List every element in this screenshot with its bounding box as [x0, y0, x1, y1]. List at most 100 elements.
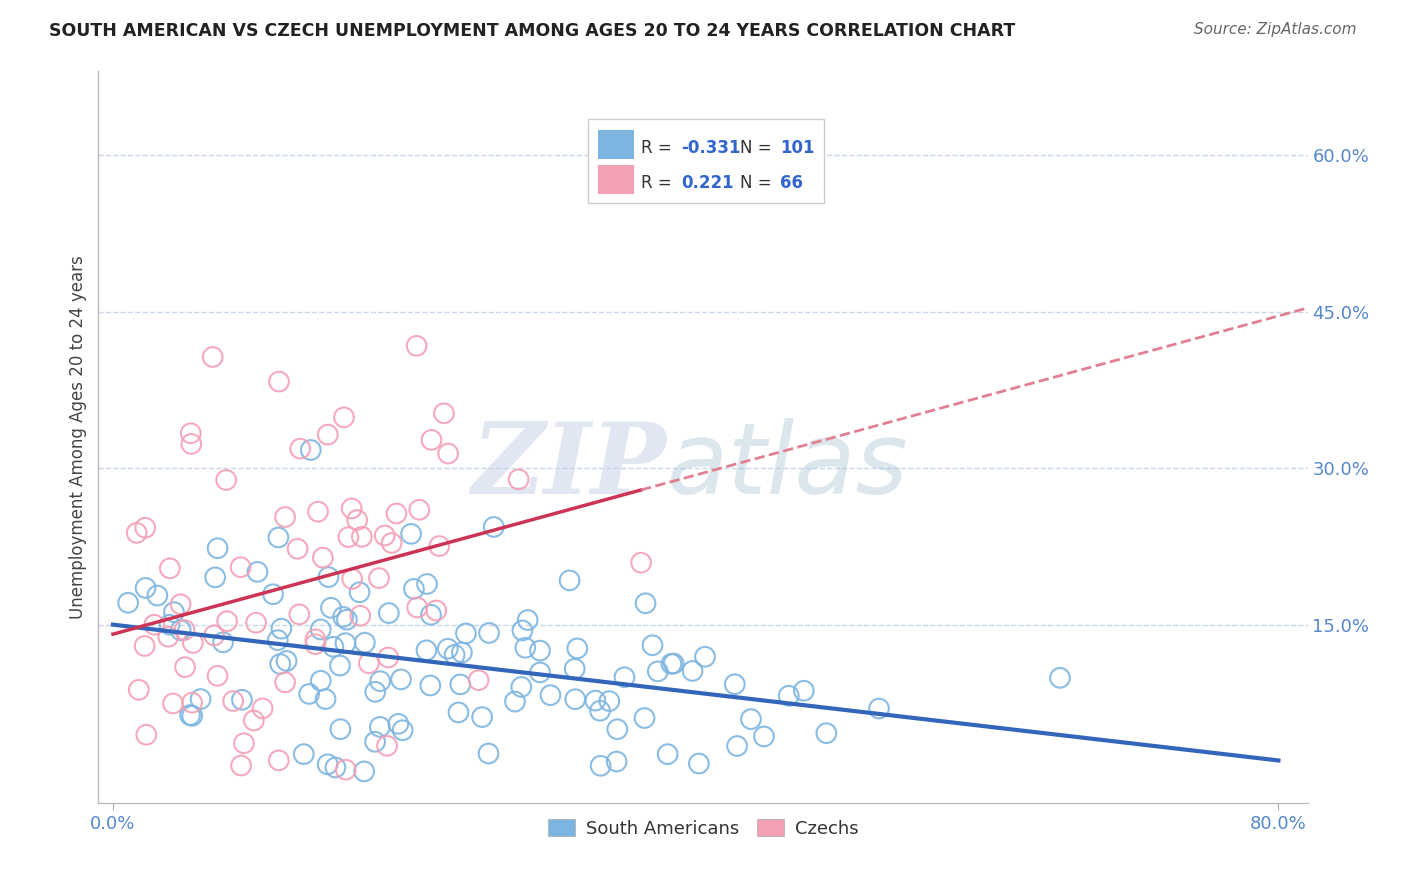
Point [252, 701, 274, 715]
Point [613, 670, 636, 684]
Point [443, 648, 465, 662]
Point [276, 654, 298, 668]
Point [179, 708, 201, 723]
FancyBboxPatch shape [598, 130, 634, 159]
Point [181, 696, 204, 710]
Point [288, 607, 311, 622]
Point [508, 472, 530, 486]
Point [868, 701, 890, 715]
Point [364, 735, 387, 749]
Point [778, 689, 800, 703]
Point [752, 730, 775, 744]
Text: atlas: atlas [666, 417, 908, 515]
Point [467, 673, 489, 688]
Point [128, 682, 150, 697]
Point [375, 739, 398, 753]
Point [385, 507, 408, 521]
Point [402, 582, 425, 596]
Point [405, 339, 427, 353]
Point [662, 657, 685, 671]
Point [204, 570, 226, 584]
Point [267, 375, 290, 389]
Point [437, 446, 460, 460]
Point [815, 726, 838, 740]
Point [478, 626, 501, 640]
Point [309, 623, 332, 637]
Point [515, 640, 537, 655]
Point [482, 520, 505, 534]
Point [325, 760, 347, 774]
Point [315, 692, 337, 706]
Point [162, 697, 184, 711]
Point [243, 714, 266, 728]
Point [634, 596, 657, 610]
Point [510, 680, 533, 694]
Point [307, 505, 329, 519]
Point [512, 624, 534, 638]
FancyBboxPatch shape [588, 119, 824, 203]
Point [298, 687, 321, 701]
Point [267, 753, 290, 767]
Point [262, 587, 284, 601]
Point [232, 736, 254, 750]
Text: 0.221: 0.221 [682, 174, 734, 193]
Point [641, 638, 664, 652]
Point [274, 675, 297, 690]
Point [246, 565, 269, 579]
Point [174, 660, 197, 674]
Point [349, 608, 371, 623]
Point [335, 636, 357, 650]
Point [134, 521, 156, 535]
Text: R =: R = [641, 174, 678, 193]
Point [229, 758, 252, 772]
Text: -0.331: -0.331 [682, 139, 741, 157]
Point [337, 530, 360, 544]
Point [449, 677, 471, 691]
Point [336, 613, 359, 627]
Point [163, 605, 186, 619]
Point [793, 683, 815, 698]
Point [332, 610, 354, 624]
Point [181, 636, 204, 650]
Point [287, 541, 309, 556]
Y-axis label: Unemployment Among Ages 20 to 24 years: Unemployment Among Ages 20 to 24 years [69, 255, 87, 619]
Point [368, 720, 391, 734]
Point [299, 442, 322, 457]
Point [134, 639, 156, 653]
Text: Source: ZipAtlas.com: Source: ZipAtlas.com [1194, 22, 1357, 37]
Point [682, 664, 704, 678]
FancyBboxPatch shape [598, 165, 634, 194]
Point [419, 678, 441, 692]
Point [304, 632, 326, 647]
Point [589, 704, 612, 718]
Point [399, 527, 422, 541]
Point [564, 662, 586, 676]
Point [173, 623, 195, 637]
Point [267, 531, 290, 545]
Point [170, 624, 193, 638]
Text: SOUTH AMERICAN VS CZECH UNEMPLOYMENT AMONG AGES 20 TO 24 YEARS CORRELATION CHART: SOUTH AMERICAN VS CZECH UNEMPLOYMENT AMO… [49, 22, 1015, 40]
Point [353, 764, 375, 779]
Point [589, 758, 612, 772]
Point [447, 706, 470, 720]
Point [606, 755, 628, 769]
Point [217, 614, 239, 628]
Point [329, 722, 352, 736]
Point [146, 589, 169, 603]
Point [503, 695, 526, 709]
Point [564, 692, 586, 706]
Point [420, 433, 443, 447]
Point [598, 694, 620, 708]
Point [408, 502, 430, 516]
Point [389, 673, 412, 687]
Point [529, 643, 551, 657]
Point [368, 571, 391, 585]
Point [274, 510, 297, 524]
Point [354, 636, 377, 650]
Point [661, 657, 683, 671]
Point [117, 596, 139, 610]
Point [350, 530, 373, 544]
Point [190, 692, 212, 706]
Point [374, 528, 396, 542]
Point [657, 747, 679, 761]
